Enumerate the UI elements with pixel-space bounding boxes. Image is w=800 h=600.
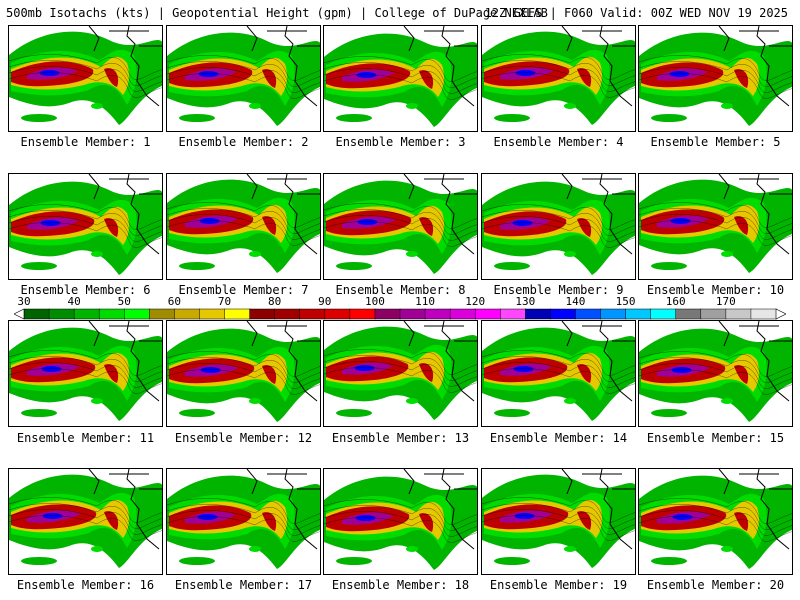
colorbar-segment bbox=[700, 308, 727, 320]
colorbar-segment bbox=[249, 308, 276, 320]
ensemble-map-panel bbox=[166, 173, 321, 280]
colorbar-segment bbox=[299, 308, 326, 320]
colorbar-tick-label: 120 bbox=[465, 295, 486, 308]
ensemble-map-panel bbox=[481, 468, 636, 575]
map-title: 500mb Isotachs (kts) | Geopotential Heig… bbox=[6, 6, 548, 20]
ensemble-member-label: Ensemble Member: 7 bbox=[178, 283, 309, 297]
colorbar-segment bbox=[550, 308, 577, 320]
ensemble-member-label: Ensemble Member: 19 bbox=[489, 578, 628, 592]
colorbar-tick-label: 90 bbox=[318, 295, 332, 308]
colorbar-tick-label: 130 bbox=[515, 295, 536, 308]
ensemble-member-label: Ensemble Member: 4 bbox=[493, 135, 624, 149]
ensemble-map-panel bbox=[323, 173, 478, 280]
colorbar-tick-label: 140 bbox=[565, 295, 586, 308]
colorbar-tick-label: 70 bbox=[217, 295, 232, 308]
colorbar-max-arrow bbox=[775, 308, 786, 320]
ensemble-member-label: Ensemble Member: 6 bbox=[20, 283, 151, 297]
ensemble-member-label: Ensemble Member: 10 bbox=[646, 283, 785, 297]
colorbar-segment bbox=[98, 308, 126, 320]
ensemble-map-panel bbox=[166, 25, 321, 132]
colorbar-segment bbox=[274, 308, 301, 320]
colorbar-segment bbox=[324, 308, 351, 320]
colorbar-tick-label: 170 bbox=[715, 295, 736, 308]
colorbar-tick-label: 150 bbox=[615, 295, 636, 308]
colorbar bbox=[14, 308, 786, 320]
ensemble-member-label: Ensemble Member: 14 bbox=[489, 431, 628, 445]
colorbar-min-arrow bbox=[14, 308, 25, 320]
colorbar-tick-label: 50 bbox=[117, 295, 131, 308]
ensemble-map-panel bbox=[638, 25, 793, 132]
colorbar-tick-label: 40 bbox=[67, 295, 81, 308]
ensemble-map-panel bbox=[481, 320, 636, 427]
colorbar-segment bbox=[600, 308, 627, 320]
ensemble-member-label: Ensemble Member: 16 bbox=[16, 578, 155, 592]
colorbar-segment bbox=[625, 308, 652, 320]
colorbar-tick-label: 100 bbox=[364, 295, 385, 308]
ensemble-map-panel bbox=[323, 25, 478, 132]
colorbar-segment bbox=[449, 308, 476, 320]
colorbar-segment bbox=[124, 308, 151, 320]
colorbar-segment bbox=[174, 308, 201, 320]
ensemble-member-label: Ensemble Member: 8 bbox=[335, 283, 466, 297]
ensemble-member-label: Ensemble Member: 2 bbox=[178, 135, 309, 149]
ensemble-member-label: Ensemble Member: 15 bbox=[646, 431, 785, 445]
ensemble-map-panel bbox=[481, 25, 636, 132]
colorbar-tick-label: 160 bbox=[665, 295, 686, 308]
colorbar-segment bbox=[525, 308, 552, 320]
ensemble-map-panel bbox=[8, 173, 163, 280]
ensemble-member-label: Ensemble Member: 13 bbox=[331, 431, 470, 445]
ensemble-member-label: Ensemble Member: 11 bbox=[16, 431, 155, 445]
colorbar-segment bbox=[650, 308, 677, 320]
ensemble-map-panel bbox=[323, 320, 478, 427]
ensemble-map-panel bbox=[638, 173, 793, 280]
colorbar-segment bbox=[474, 308, 502, 320]
colorbar-tick-label: 60 bbox=[167, 295, 182, 308]
ensemble-map-panel bbox=[166, 468, 321, 575]
ensemble-member-label: Ensemble Member: 12 bbox=[174, 431, 313, 445]
ensemble-map-panel bbox=[166, 320, 321, 427]
colorbar-segment bbox=[500, 308, 527, 320]
ensemble-member-label: Ensemble Member: 20 bbox=[646, 578, 785, 592]
colorbar-segment bbox=[23, 308, 50, 320]
colorbar-segment bbox=[675, 308, 702, 320]
colorbar-tick-label: 30 bbox=[17, 295, 31, 308]
ensemble-member-label: Ensemble Member: 9 bbox=[493, 283, 624, 297]
colorbar-tick-label: 80 bbox=[268, 295, 282, 308]
ensemble-member-label: Ensemble Member: 18 bbox=[331, 578, 470, 592]
colorbar-segment bbox=[48, 308, 75, 320]
ensemble-map-panel bbox=[8, 25, 163, 132]
ensemble-member-label: Ensemble Member: 5 bbox=[650, 135, 781, 149]
colorbar-segment bbox=[725, 308, 752, 320]
ensemble-map-panel bbox=[481, 173, 636, 280]
colorbar-segment bbox=[149, 308, 176, 320]
colorbar-segment bbox=[424, 308, 451, 320]
colorbar-tick-label: 110 bbox=[415, 295, 435, 308]
ensemble-map-panel bbox=[638, 320, 793, 427]
ensemble-member-label: Ensemble Member: 17 bbox=[174, 578, 313, 592]
colorbar-segment bbox=[575, 308, 602, 320]
colorbar-segment bbox=[349, 308, 376, 320]
model-run-valid-time: 12Z GEFS | F060 Valid: 00Z WED NOV 19 20… bbox=[484, 6, 788, 20]
colorbar-segment bbox=[73, 308, 100, 320]
colorbar-segment bbox=[750, 308, 777, 320]
colorbar-segment bbox=[374, 308, 401, 320]
colorbar-segment bbox=[224, 308, 251, 320]
ensemble-map-panel bbox=[8, 320, 163, 427]
ensemble-member-label: Ensemble Member: 1 bbox=[20, 135, 151, 149]
ensemble-map-panel bbox=[323, 468, 478, 575]
ensemble-map-panel bbox=[8, 468, 163, 575]
ensemble-member-label: Ensemble Member: 3 bbox=[335, 135, 466, 149]
ensemble-map-panel bbox=[638, 468, 793, 575]
colorbar-segment bbox=[199, 308, 226, 320]
colorbar-segment bbox=[399, 308, 426, 320]
